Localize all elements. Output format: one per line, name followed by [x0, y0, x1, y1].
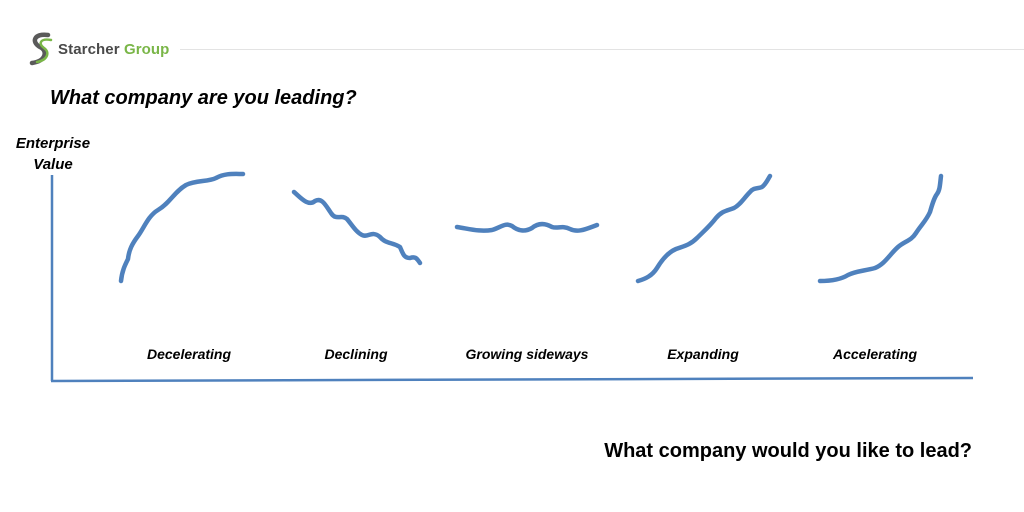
- declining-curve: [291, 189, 423, 266]
- future-company-question: What company would you like to lead?: [604, 440, 972, 462]
- brand-name-part2: Group: [123, 40, 170, 58]
- current-company-question: What company are you leading?: [50, 87, 357, 109]
- stage-label-growing-sideways: Growing sideways: [465, 346, 589, 362]
- x-axis-line: [50, 376, 974, 383]
- decelerating-curve: [118, 171, 246, 284]
- expanding-curve: [635, 173, 773, 284]
- accelerating-curve: [817, 173, 944, 284]
- brand-name-part1: Starcher: [58, 40, 120, 58]
- y-axis-label-line2: Value: [33, 156, 73, 173]
- stage-label-declining: Declining: [324, 346, 388, 362]
- stage-label-expanding: Expanding: [667, 346, 739, 362]
- y-axis-label-line1: Enterprise: [15, 135, 91, 152]
- header-divider: [180, 49, 1024, 50]
- brand-name: Starcher Group: [58, 41, 169, 58]
- y-axis-label: Enterprise Value: [12, 133, 94, 175]
- stage-label-decelerating: Decelerating: [146, 346, 232, 362]
- growing-sideways-curve: [454, 221, 600, 233]
- stylized-s-logo-icon: [29, 32, 53, 66]
- stage-label-accelerating: Accelerating: [832, 346, 918, 362]
- brand-logo[interactable]: Starcher Group: [28, 32, 169, 66]
